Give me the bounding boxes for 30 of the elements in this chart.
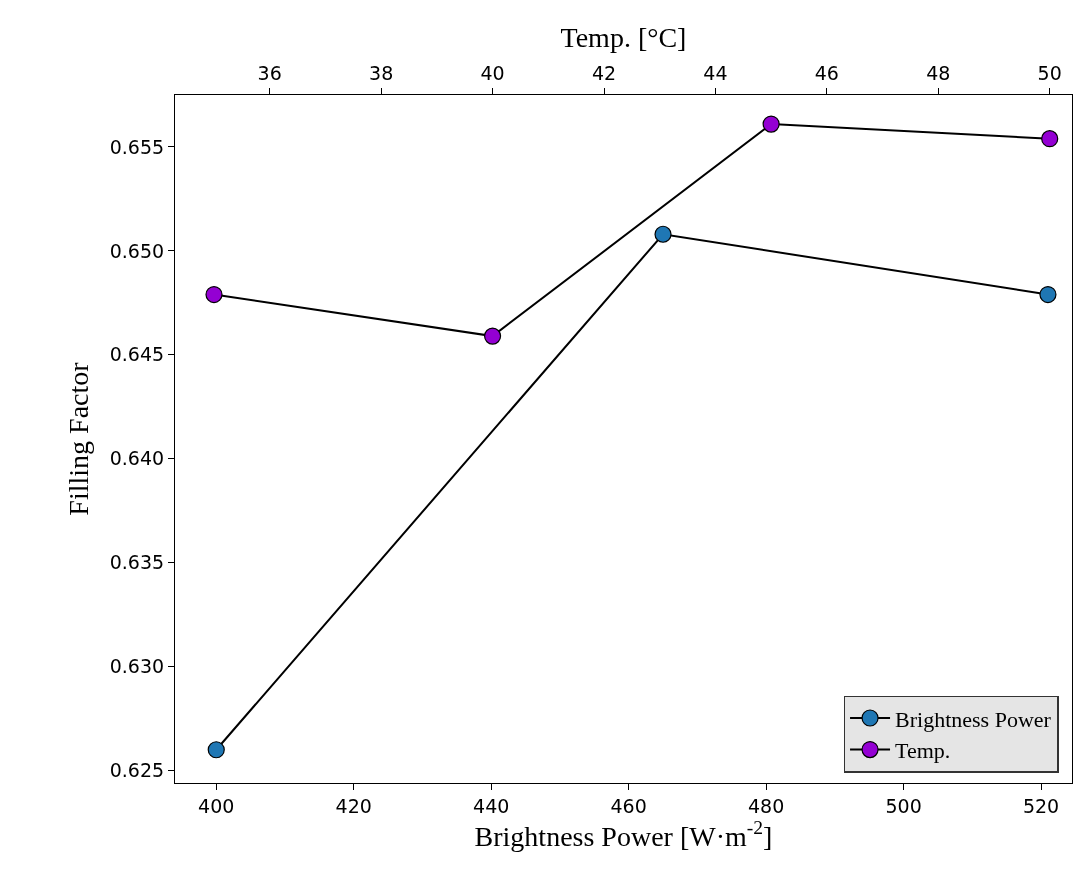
y-tick-label: 0.645 bbox=[109, 343, 165, 366]
y-tick-label: 0.640 bbox=[109, 447, 165, 470]
point bbox=[207, 741, 225, 759]
x2-tick-label: 50 bbox=[1037, 62, 1062, 85]
x2-tick-label: 40 bbox=[480, 62, 505, 85]
point bbox=[1039, 285, 1057, 304]
legend-label: Temp. bbox=[895, 738, 951, 764]
y-tick-label: 0.650 bbox=[109, 239, 165, 262]
point bbox=[654, 225, 672, 243]
x2-tick-label: 48 bbox=[926, 62, 951, 85]
x2-axis-title: Temp. [°C] bbox=[560, 22, 687, 53]
x-tick-label: 420 bbox=[335, 794, 372, 817]
x-tick-label: 460 bbox=[610, 794, 647, 817]
x-tick-label: 400 bbox=[198, 794, 235, 817]
x-tick-label: 500 bbox=[885, 794, 922, 817]
x-tick-label: 440 bbox=[473, 794, 510, 817]
x2-tick-label: 42 bbox=[591, 62, 617, 85]
x-tick-label: 480 bbox=[748, 794, 785, 817]
x2-tick-label: 46 bbox=[814, 62, 839, 85]
x2-tick-label: 44 bbox=[703, 62, 728, 85]
y-tick-label: 0.625 bbox=[109, 759, 165, 782]
y-tick-label: 0.655 bbox=[109, 135, 165, 158]
y-tick-label: 0.630 bbox=[109, 655, 165, 678]
y-tick-label: 0.635 bbox=[109, 551, 165, 574]
x-tick-label: 520 bbox=[1022, 794, 1060, 817]
x-axis-title: Brightness Power [W·m$^{-2}$] bbox=[474, 816, 773, 852]
legend-label: Brightness Power bbox=[895, 706, 1052, 732]
x2-tick-label: 38 bbox=[369, 62, 394, 85]
x2-tick-label: 36 bbox=[257, 62, 282, 85]
y-axis-title: Filling Factor bbox=[63, 361, 95, 516]
